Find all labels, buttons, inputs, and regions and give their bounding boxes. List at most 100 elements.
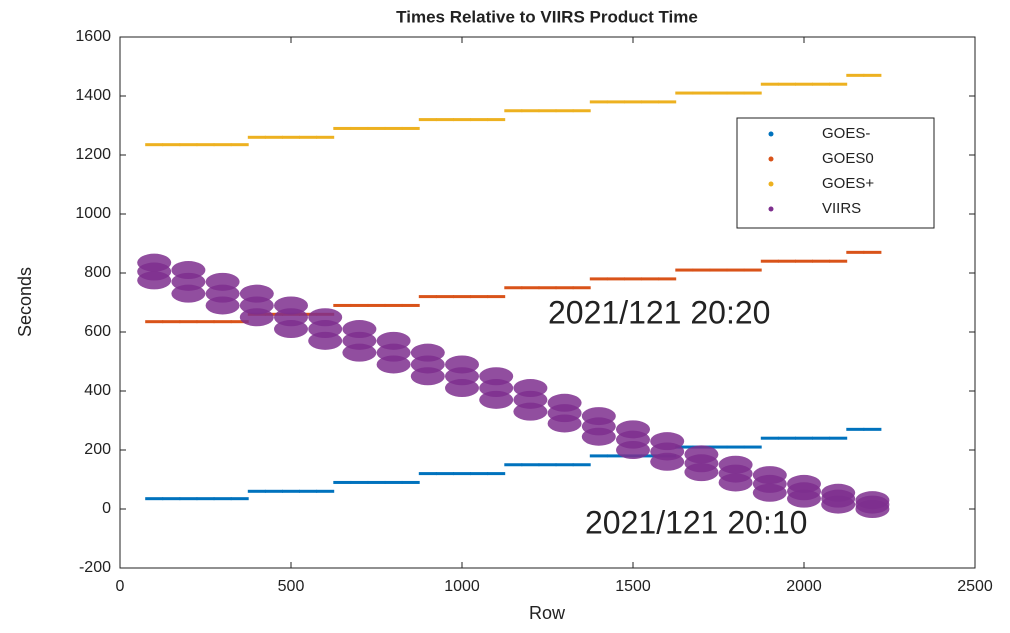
point (282, 489, 300, 493)
point (145, 320, 164, 324)
point (342, 343, 377, 362)
point (162, 143, 181, 147)
point (316, 489, 335, 493)
point (316, 135, 335, 139)
point (230, 497, 249, 501)
point (726, 268, 745, 272)
point (247, 135, 266, 139)
point (299, 312, 318, 316)
x-tick-label: 2500 (957, 578, 993, 595)
point (555, 286, 574, 290)
chart-title: Times Relative to VIIRS Product Time (396, 7, 698, 26)
legend-label: GOES+ (822, 175, 874, 192)
point (743, 268, 762, 272)
point (641, 277, 660, 281)
point (692, 91, 711, 95)
x-tick-label: 500 (278, 578, 305, 595)
point (521, 109, 540, 113)
point (213, 143, 232, 147)
point (641, 454, 660, 458)
point (513, 402, 548, 421)
point (846, 250, 865, 254)
point (376, 355, 411, 374)
y-tick-label: 200 (84, 441, 111, 458)
point (795, 82, 813, 86)
point (171, 284, 206, 303)
point (162, 320, 181, 324)
point (179, 143, 198, 147)
point (230, 320, 249, 324)
legend-marker (768, 181, 774, 187)
point (846, 427, 865, 431)
point (213, 320, 232, 324)
point (812, 82, 831, 86)
annotation: 2021/121 20:10 (585, 504, 807, 540)
point (572, 109, 591, 113)
point (445, 379, 479, 398)
legend-label: GOES0 (822, 150, 874, 167)
y-tick-label: -200 (79, 559, 111, 576)
y-tick-label: 400 (84, 382, 111, 399)
point (384, 126, 403, 130)
y-tick-label: 1200 (75, 146, 111, 163)
legend-marker (768, 206, 774, 212)
point (367, 126, 386, 130)
point (821, 495, 856, 514)
point (435, 118, 454, 122)
point (418, 118, 437, 122)
point (863, 250, 882, 254)
point (410, 367, 445, 386)
point (538, 286, 557, 290)
point (616, 441, 650, 459)
point (658, 100, 677, 104)
x-tick-label: 2000 (786, 578, 822, 595)
point (299, 489, 318, 493)
point (470, 472, 489, 476)
y-tick-label: 1000 (75, 205, 111, 222)
point (589, 100, 608, 104)
point (264, 489, 283, 493)
point (606, 454, 625, 458)
point (658, 277, 677, 281)
y-tick-label: 1400 (75, 87, 111, 104)
point (453, 118, 471, 122)
point (709, 268, 728, 272)
point (726, 445, 745, 449)
point (367, 480, 386, 484)
point (829, 436, 848, 440)
y-axis-label: Seconds (15, 267, 35, 337)
point (487, 118, 506, 122)
point (760, 259, 779, 263)
point (777, 82, 796, 86)
point (230, 143, 249, 147)
point (795, 259, 813, 263)
point (641, 100, 660, 104)
point (718, 473, 753, 492)
y-tick-label: 600 (84, 323, 111, 340)
point (795, 436, 813, 440)
legend-marker (768, 156, 774, 162)
point (855, 500, 890, 518)
point (743, 445, 762, 449)
point (752, 483, 787, 502)
point (547, 414, 582, 433)
point (521, 463, 540, 467)
point (162, 497, 181, 501)
point (282, 135, 300, 139)
point (572, 286, 591, 290)
point (145, 497, 164, 501)
point (179, 320, 198, 324)
point (589, 454, 608, 458)
point (239, 308, 274, 327)
point (743, 91, 762, 95)
point (299, 135, 318, 139)
point (675, 445, 694, 449)
point (196, 320, 215, 324)
point (470, 295, 489, 299)
point (521, 286, 540, 290)
point (812, 259, 831, 263)
point (333, 303, 352, 307)
point (205, 296, 240, 315)
point (435, 295, 454, 299)
